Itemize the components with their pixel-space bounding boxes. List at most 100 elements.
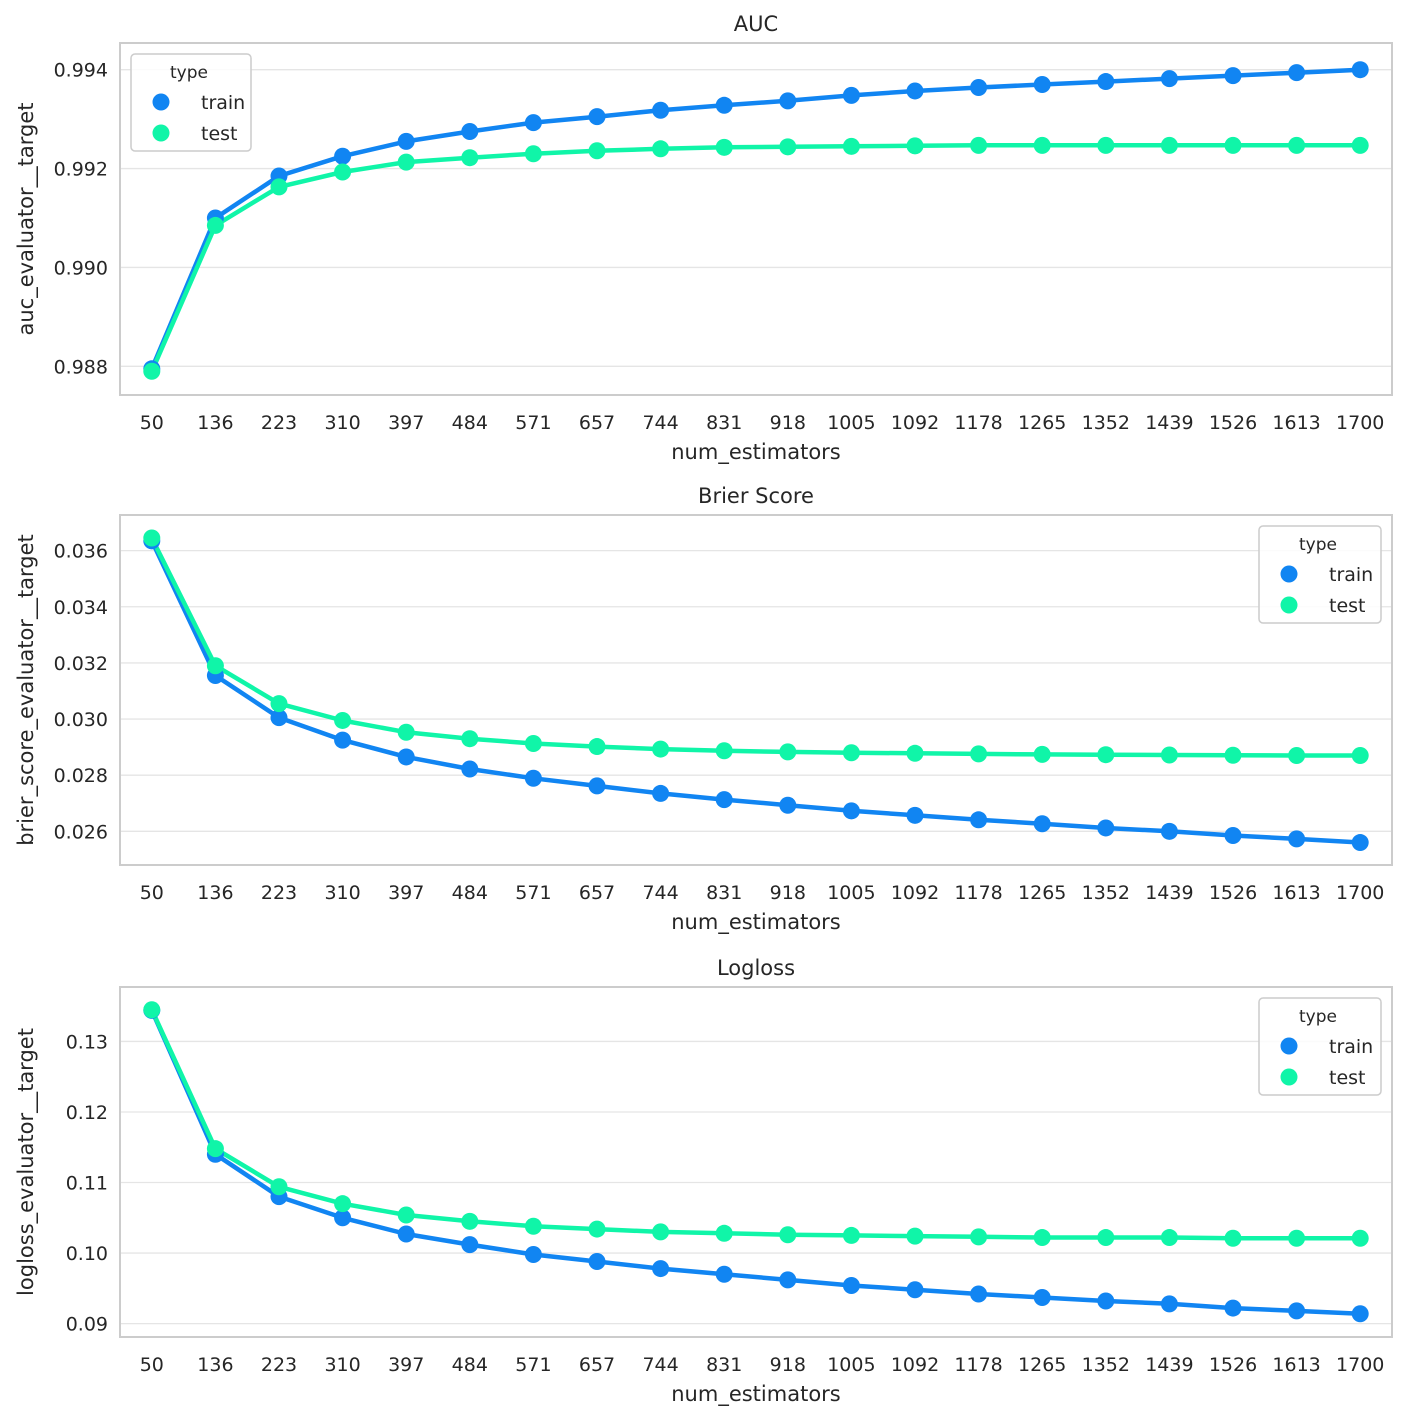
data-point-test bbox=[270, 178, 288, 196]
x-tick-label: 1700 bbox=[1336, 412, 1384, 434]
data-point-test bbox=[906, 1227, 924, 1245]
y-tick-label: 0.09 bbox=[66, 1314, 108, 1336]
x-tick-label: 1700 bbox=[1336, 1354, 1384, 1376]
data-point-train bbox=[334, 1209, 352, 1227]
legend-label-train: train bbox=[201, 92, 245, 114]
x-tick-label: 744 bbox=[642, 412, 678, 434]
chart-title: Brier Score bbox=[698, 484, 814, 508]
x-tick-label: 1005 bbox=[827, 1354, 875, 1376]
data-point-test bbox=[1097, 136, 1115, 154]
data-point-train bbox=[270, 709, 288, 727]
x-tick-label: 1352 bbox=[1082, 882, 1130, 904]
data-point-test bbox=[397, 153, 415, 171]
y-tick-label: 0.032 bbox=[54, 653, 108, 675]
legend-title: type bbox=[1299, 1007, 1337, 1027]
data-point-test bbox=[334, 1195, 352, 1213]
chart-title: AUC bbox=[734, 12, 778, 36]
data-point-train bbox=[461, 760, 479, 778]
data-point-train bbox=[1160, 1295, 1178, 1313]
x-tick-label: 136 bbox=[197, 1354, 233, 1376]
data-point-train bbox=[715, 1265, 733, 1283]
legend-marker-test bbox=[1280, 1068, 1298, 1086]
y-tick-label: 0.028 bbox=[54, 765, 108, 787]
y-tick-label: 0.990 bbox=[54, 257, 108, 279]
series-line-train bbox=[149, 67, 1363, 372]
x-tick-label: 484 bbox=[452, 882, 488, 904]
data-point-test bbox=[970, 136, 988, 154]
data-point-train bbox=[397, 1225, 415, 1243]
data-point-test bbox=[906, 744, 924, 762]
series-line-train bbox=[149, 1008, 1363, 1316]
data-point-train bbox=[461, 1236, 479, 1254]
x-tick-label: 918 bbox=[770, 412, 806, 434]
y-tick-label: 0.026 bbox=[54, 821, 108, 843]
x-tick-label: 397 bbox=[388, 882, 424, 904]
x-tick-label: 310 bbox=[324, 412, 360, 434]
x-tick-label: 1613 bbox=[1272, 1354, 1320, 1376]
data-point-test bbox=[588, 1220, 606, 1238]
x-tick-label: 918 bbox=[770, 882, 806, 904]
legend-marker-train bbox=[1280, 565, 1298, 583]
x-tick-label: 223 bbox=[261, 1354, 297, 1376]
data-point-train bbox=[652, 1260, 670, 1278]
x-tick-label: 657 bbox=[579, 882, 615, 904]
data-point-train bbox=[1224, 1299, 1242, 1317]
x-tick-label: 223 bbox=[261, 882, 297, 904]
x-axis-title: num_estimators bbox=[671, 440, 841, 465]
x-tick-label: 744 bbox=[642, 882, 678, 904]
x-tick-label: 484 bbox=[452, 412, 488, 434]
data-point-test bbox=[1033, 136, 1051, 154]
plot-area-frame bbox=[119, 986, 1393, 1338]
data-point-train bbox=[970, 811, 988, 829]
x-tick-label: 918 bbox=[770, 1354, 806, 1376]
x-tick-label: 1265 bbox=[1018, 882, 1066, 904]
y-tick-label: 0.988 bbox=[54, 356, 108, 378]
data-point-train bbox=[524, 769, 542, 787]
data-point-train bbox=[1097, 1292, 1115, 1310]
y-tick-label: 0.992 bbox=[54, 159, 108, 181]
data-point-train bbox=[779, 92, 797, 110]
data-point-train bbox=[397, 748, 415, 766]
data-point-train bbox=[334, 147, 352, 165]
data-point-test bbox=[1160, 746, 1178, 764]
data-point-train bbox=[1351, 834, 1369, 852]
data-point-test bbox=[206, 216, 224, 234]
y-tick-label: 0.034 bbox=[54, 597, 108, 619]
data-point-train bbox=[1288, 1302, 1306, 1320]
legend-title: type bbox=[170, 63, 208, 83]
chart-panel-3: 0.09 0.10 0.11 0.12 0.13 50 136 223 310 397 484 571… bbox=[14, 956, 1393, 1407]
data-point-test bbox=[779, 1226, 797, 1244]
data-point-test bbox=[970, 745, 988, 763]
data-point-train bbox=[652, 784, 670, 802]
y-axis-title: auc_evaluator__target bbox=[14, 102, 39, 335]
data-point-train bbox=[1351, 1305, 1369, 1323]
x-tick-label: 136 bbox=[197, 882, 233, 904]
legend: type train test bbox=[1258, 997, 1382, 1096]
legend-marker-train bbox=[1280, 1037, 1298, 1055]
x-tick-label: 1352 bbox=[1082, 1354, 1130, 1376]
data-point-train bbox=[588, 108, 606, 126]
data-point-test bbox=[143, 529, 161, 547]
data-point-test bbox=[970, 1228, 988, 1246]
data-point-train bbox=[1224, 827, 1242, 845]
x-tick-label: 1005 bbox=[827, 882, 875, 904]
data-point-test bbox=[1097, 746, 1115, 764]
data-point-test bbox=[334, 163, 352, 181]
x-tick-label: 1613 bbox=[1272, 882, 1320, 904]
data-point-train bbox=[397, 132, 415, 150]
x-tick-label: 397 bbox=[388, 412, 424, 434]
data-point-train bbox=[906, 82, 924, 100]
data-point-test bbox=[1351, 1229, 1369, 1247]
series-line-train bbox=[149, 538, 1363, 845]
legend-marker-test bbox=[152, 124, 170, 142]
y-tick-label: 0.10 bbox=[66, 1243, 108, 1265]
data-point-train bbox=[1097, 819, 1115, 837]
data-point-test bbox=[524, 734, 542, 752]
data-point-test bbox=[588, 738, 606, 756]
data-point-test bbox=[842, 1226, 860, 1244]
data-point-test bbox=[1033, 1229, 1051, 1247]
data-point-train bbox=[842, 1277, 860, 1295]
data-point-train bbox=[715, 791, 733, 809]
data-point-test bbox=[397, 1206, 415, 1224]
